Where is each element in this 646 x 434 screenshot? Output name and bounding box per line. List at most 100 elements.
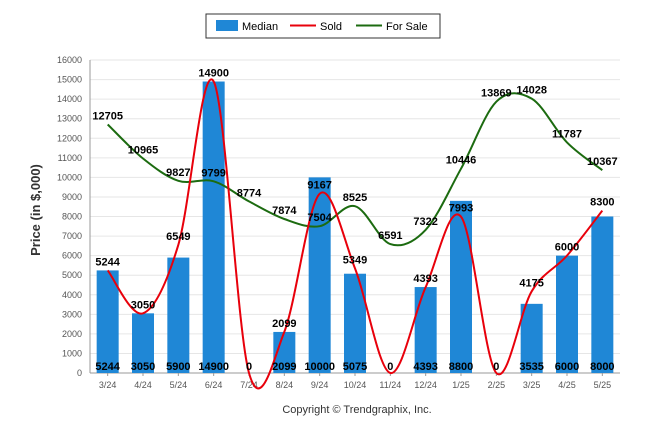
y-tick-label: 9000 (62, 192, 82, 202)
for-sale-value-label: 12705 (92, 110, 123, 122)
sold-value-label: 6549 (166, 231, 190, 243)
x-axis: 3/24 4/24 5/24 6/24 7/24 8/24 9/24 10/24 11/24 12… (90, 372, 620, 390)
y-tick-label: 14000 (57, 94, 82, 104)
x-tick-label: 4/25 (558, 380, 576, 390)
median-value-label: 6000 (555, 361, 579, 373)
median-bar (344, 273, 366, 373)
median-value-label: 3050 (131, 361, 155, 373)
y-tick-label: 6000 (62, 251, 82, 261)
line-series (106, 78, 604, 390)
y-tick-label: 16000 (57, 55, 82, 65)
y-tick-label: 11000 (58, 153, 82, 163)
legend-median-swatch (216, 20, 238, 31)
y-tick-label: 2000 (62, 329, 82, 339)
x-tick-label: 11/24 (379, 380, 401, 390)
median-value-label: 3535 (519, 361, 543, 373)
y-tick-label: 13000 (57, 114, 82, 124)
x-tick-label: 12/24 (414, 380, 437, 390)
data-labels: 5244 3050 5900 14900 0 2099 10000 5075 0 4393 8800… (92, 68, 617, 373)
sold-value-label: 5244 (95, 256, 120, 268)
copyright-text: Copyright © Trendgraphix, Inc. (282, 404, 431, 416)
median-bar (273, 331, 296, 373)
x-tick-label: 2/25 (488, 380, 506, 390)
x-tick-label: 3/24 (99, 380, 117, 390)
for-sale-value-label: 6591 (378, 230, 402, 242)
legend: Median Sold For Sale (205, 13, 441, 39)
x-tick-label: 5/25 (594, 380, 612, 390)
for-sale-value-label: 11787 (552, 128, 582, 140)
sold-value-label: 14900 (198, 68, 229, 80)
for-sale-value-label: 10367 (587, 156, 618, 168)
median-bar (414, 287, 437, 373)
sold-value-label: 3050 (131, 299, 155, 311)
median-value-label: 5075 (343, 361, 367, 373)
median-bar (591, 216, 614, 373)
x-tick-label: 7/24 (240, 380, 258, 390)
legend-box (205, 13, 441, 39)
median-bar (450, 200, 472, 373)
median-bar (132, 313, 154, 373)
median-value-label: 0 (246, 361, 252, 373)
median-bar (167, 257, 190, 373)
sold-value-label: 7993 (449, 203, 473, 215)
y-tick-label: 7000 (62, 231, 82, 241)
median-value-label: 0 (387, 361, 393, 373)
for-sale-value-label: 9827 (166, 167, 190, 179)
sold-value-label: 5349 (343, 254, 367, 266)
median-value-label: 2099 (272, 361, 296, 373)
median-value-label: 14900 (198, 361, 229, 373)
legend-median-label: Median (242, 21, 278, 33)
sold-value-label: 6000 (555, 242, 579, 254)
median-bar (202, 81, 225, 374)
y-axis-label: Price (in $,000) (28, 164, 43, 256)
y-tick-label: 15000 (57, 75, 82, 85)
legend-for-sale-label: For Sale (386, 21, 428, 33)
median-value-label: 0 (493, 361, 499, 373)
y-tick-label: 0 (77, 368, 82, 378)
y-axis: 0 1000 2000 3000 4000 5000 6000 7000 8000 9000 100… (57, 55, 91, 378)
y-tick-label: 8000 (62, 212, 82, 222)
x-tick-label: 4/24 (134, 380, 152, 390)
x-tick-label: 6/24 (205, 380, 223, 390)
y-tick-label: 3000 (62, 309, 82, 319)
median-value-label: 10000 (304, 361, 335, 373)
sold-value-label: 8300 (590, 197, 614, 209)
x-tick-label: 1/25 (452, 380, 470, 390)
x-tick-label: 3/25 (523, 380, 541, 390)
sold-value-label: 9167 (307, 180, 331, 192)
y-tick-label: 4000 (62, 290, 82, 300)
x-tick-label: 5/24 (170, 380, 188, 390)
y-tick-label: 5000 (62, 270, 82, 280)
for-sale-value-label: 9799 (201, 167, 225, 179)
for-sale-value-label: 14028 (516, 85, 547, 97)
for-sale-value-label: 8525 (343, 192, 367, 204)
sold-value-label: 2099 (272, 318, 296, 330)
x-tick-label: 9/24 (311, 380, 329, 390)
for-sale-value-label: 7322 (413, 216, 437, 228)
x-tick-label: 8/24 (276, 380, 294, 390)
median-value-label: 4393 (413, 361, 437, 373)
for-sale-value-label: 7504 (307, 212, 332, 224)
for-sale-value-label: 8774 (237, 187, 262, 199)
y-tick-label: 12000 (57, 133, 82, 143)
legend-sold-label: Sold (320, 21, 342, 33)
bar-series (96, 81, 614, 374)
for-sale-value-label: 13869 (481, 88, 512, 100)
y-tick-label: 1000 (62, 348, 82, 358)
x-tick-label: 10/24 (344, 380, 367, 390)
median-bar (520, 303, 543, 373)
median-value-label: 5900 (166, 361, 190, 373)
median-value-label: 8000 (590, 361, 614, 373)
median-bar (308, 177, 331, 373)
for-sale-value-label: 7874 (272, 205, 297, 217)
for-sale-value-label: 10446 (446, 155, 477, 167)
median-value-label: 8800 (449, 361, 473, 373)
median-value-label: 5244 (95, 361, 120, 373)
sold-line (106, 78, 604, 390)
sold-value-label: 4393 (413, 273, 437, 285)
y-tick-label: 10000 (57, 172, 82, 182)
sold-value-label: 4175 (519, 277, 543, 289)
median-bar (556, 255, 578, 373)
for-sale-value-label: 10965 (128, 144, 159, 156)
